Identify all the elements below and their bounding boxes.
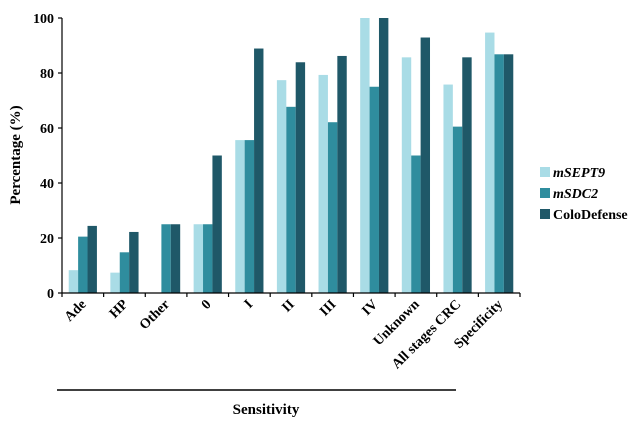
legend-swatch-msept9 (540, 167, 550, 177)
y-tick-label: 60 (40, 122, 54, 137)
x-tick-label: 0 (199, 297, 215, 313)
legend-swatch-colodefense (540, 209, 550, 219)
bar-msept9-hp (110, 272, 120, 293)
y-axis: 0 20 40 60 80 100 (33, 12, 63, 302)
bar-colodefense-iii (337, 55, 347, 294)
bar-msept9-iii (318, 74, 328, 294)
legend-swatch-msdc2 (540, 188, 550, 198)
x-tick-label: HP (107, 297, 132, 322)
bar-msept9-iv (360, 18, 370, 293)
bar-msept9-all-stages-crc (443, 84, 453, 293)
x-tick-label: III (317, 297, 339, 319)
bar-msept9-i (235, 140, 245, 293)
x-tick-label: Ade (62, 297, 90, 325)
legend-label-colodefense: ColoDefense (553, 208, 628, 223)
bar-msdc2-unknown (411, 155, 421, 293)
bar-colodefense-specificity (503, 54, 514, 293)
bar-msdc2-i (244, 140, 255, 293)
y-tick-label: 100 (33, 12, 54, 27)
x-tick-label: Other (137, 297, 173, 333)
bar-msept9-ade (68, 270, 79, 293)
bar-colodefense-all-stages-crc (462, 57, 472, 293)
y-tick-label: 80 (40, 67, 54, 82)
bars-group (68, 18, 514, 294)
bar-msdc2-all-stages-crc (452, 126, 463, 294)
bar-msept9-ii (276, 80, 287, 294)
x-axis-title: Sensitivity (233, 402, 300, 418)
bar-colodefense-ii (295, 62, 306, 293)
x-tick-label: I (242, 297, 256, 311)
bar-msept9-0 (193, 224, 204, 293)
y-axis-title: Percentage (%) (8, 105, 24, 204)
y-tick-label: 0 (47, 287, 54, 302)
bar-msdc2-iii (327, 122, 338, 293)
bar-msept9-unknown (401, 57, 412, 293)
bar-colodefense-0 (212, 155, 222, 293)
legend-label-msept9: mSEPT9 (553, 166, 605, 181)
legend-label-msdc2: mSDC2 (553, 187, 598, 202)
legend: mSEPT9 mSDC2 ColoDefense (540, 166, 628, 223)
y-tick-label: 40 (40, 177, 54, 192)
bar-msept9-specificity (485, 32, 495, 293)
bar-msdc2-0 (203, 224, 213, 293)
bar-colodefense-iv (378, 18, 389, 293)
bar-msdc2-ade (78, 236, 88, 294)
bar-colodefense-i (254, 48, 264, 293)
bar-msdc2-ii (286, 106, 296, 293)
bar-colodefense-hp (129, 231, 139, 293)
bar-colodefense-ade (87, 225, 97, 293)
bar-msdc2-iv (369, 86, 379, 293)
bar-colodefense-other (170, 224, 181, 293)
bar-msdc2-other (161, 224, 171, 293)
bar-msdc2-hp (119, 252, 130, 293)
y-tick-label: 20 (40, 232, 54, 247)
x-tick-label: II (280, 297, 298, 315)
bar-msdc2-specificity (494, 54, 504, 293)
x-tick-label: IV (360, 297, 382, 319)
bar-colodefense-unknown (420, 37, 431, 293)
